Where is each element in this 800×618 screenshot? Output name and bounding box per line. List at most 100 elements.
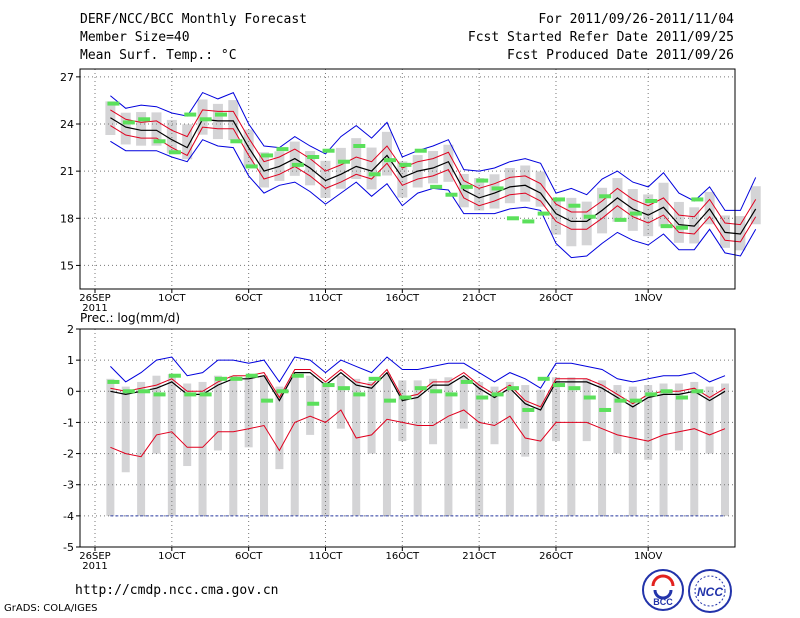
spread-box <box>705 386 714 454</box>
bcc-logo: BCC <box>642 569 684 611</box>
spread-box <box>397 161 408 198</box>
observation-marker <box>522 407 535 412</box>
observation-marker <box>399 395 412 400</box>
spread-box <box>382 374 391 516</box>
observation-marker <box>614 217 627 222</box>
spread-box <box>520 165 531 202</box>
observation-marker <box>430 389 443 394</box>
observation-marker <box>107 379 120 384</box>
spread-box <box>582 378 591 442</box>
forecast-period: For 2011/09/26-2011/11/04 <box>538 12 734 27</box>
panel-temperature: 15 18 21 24 27 26SEP 1OCT 6OCT 11OCT 16OCT 21OCT 26… <box>60 68 761 314</box>
observation-marker <box>384 158 397 163</box>
observation-marker <box>614 398 627 403</box>
x-tick-label: 1NOV <box>634 551 663 562</box>
upper-line <box>110 109 757 226</box>
y-tick-label: 15 <box>60 259 74 272</box>
plot-frame <box>79 328 736 548</box>
source-url[interactable]: http://cmdp.ncc.cma.gov.cn <box>75 583 279 598</box>
observation-marker <box>291 373 304 378</box>
y-tick-label: -5 <box>63 541 74 554</box>
chart-title: DERF/NCC/BCC Monthly Forecast <box>80 12 307 27</box>
observation-marker <box>184 392 197 397</box>
observation-marker <box>322 148 335 153</box>
observation-marker <box>245 164 258 169</box>
forecast-produced-date: Fcst Produced Date 2011/09/26 <box>507 48 734 63</box>
observation-marker <box>353 144 366 148</box>
spread-box <box>352 378 361 516</box>
x-tick-label: 26SEP <box>79 293 110 304</box>
observation-marker <box>522 219 535 224</box>
observation-marker <box>629 398 642 403</box>
spread-box <box>475 381 484 516</box>
observation-marker <box>153 392 166 397</box>
observation-marker <box>384 398 397 403</box>
max-line <box>110 356 726 389</box>
x-tick-label: 1NOV <box>634 293 663 304</box>
observation-marker <box>122 389 135 394</box>
observation-marker <box>506 216 519 221</box>
observation-marker <box>476 178 489 183</box>
y-tick-label: 0 <box>67 385 74 398</box>
spread-box <box>536 389 545 516</box>
observation-marker <box>215 112 227 117</box>
spread-box <box>244 377 253 448</box>
x-year-label: 2011 <box>82 561 107 572</box>
spread-box <box>474 178 485 211</box>
member-size: Member Size=40 <box>80 30 190 45</box>
x-tick-label: 26OCT <box>539 551 574 562</box>
y-tick-label: 1 <box>67 354 74 367</box>
observation-marker <box>399 162 412 167</box>
observation-marker <box>122 120 135 125</box>
spread-box <box>229 375 238 516</box>
observation-marker <box>506 386 519 391</box>
observation-marker <box>322 383 335 388</box>
spread-box <box>429 378 438 445</box>
spread-box <box>659 383 668 516</box>
observation-marker <box>353 392 366 397</box>
observation-marker <box>368 172 381 177</box>
observation-marker <box>660 224 673 229</box>
spread-box <box>428 151 439 184</box>
observation-marker <box>583 395 596 400</box>
forecast-started-date: Fcst Started Refer Date 2011/09/25 <box>467 30 734 45</box>
spread-box <box>674 383 683 451</box>
observation-marker <box>599 407 612 412</box>
spread-box <box>183 383 192 467</box>
spread-box <box>721 383 729 516</box>
observation-marker <box>230 139 243 144</box>
observation-marker <box>138 389 151 394</box>
spread-box <box>121 386 130 473</box>
spread-box <box>550 197 561 235</box>
spread-box <box>367 381 376 454</box>
bcc-logo-text: BCC <box>653 597 673 607</box>
spread-box <box>581 201 592 246</box>
observation-marker <box>553 383 566 388</box>
spread-box <box>321 381 330 516</box>
observation-marker <box>599 194 612 199</box>
x-tick-label: 16OCT <box>385 293 420 304</box>
spread-box <box>166 119 177 154</box>
spread-box <box>612 178 623 222</box>
spread-box <box>750 186 761 225</box>
x-tick-label: 21OCT <box>462 551 497 562</box>
grads-credit: GrADS: COLA/IGES <box>4 603 98 614</box>
observation-marker <box>629 211 642 216</box>
observation-marker <box>675 225 688 230</box>
x-tick-label: 1OCT <box>158 293 186 304</box>
observation-marker <box>568 386 581 391</box>
spread-box <box>152 375 161 454</box>
low-line <box>110 409 726 458</box>
x-tick-label: 26OCT <box>539 293 574 304</box>
observation-marker <box>568 203 581 208</box>
plot-frame <box>79 68 736 290</box>
observation-marker <box>276 389 289 394</box>
observation-marker <box>553 197 566 202</box>
spread-box <box>290 374 299 516</box>
spread-box <box>566 197 577 247</box>
spread-box <box>320 160 331 198</box>
observation-marker <box>583 214 596 219</box>
mean-line <box>110 117 757 235</box>
observation-marker <box>675 395 688 400</box>
